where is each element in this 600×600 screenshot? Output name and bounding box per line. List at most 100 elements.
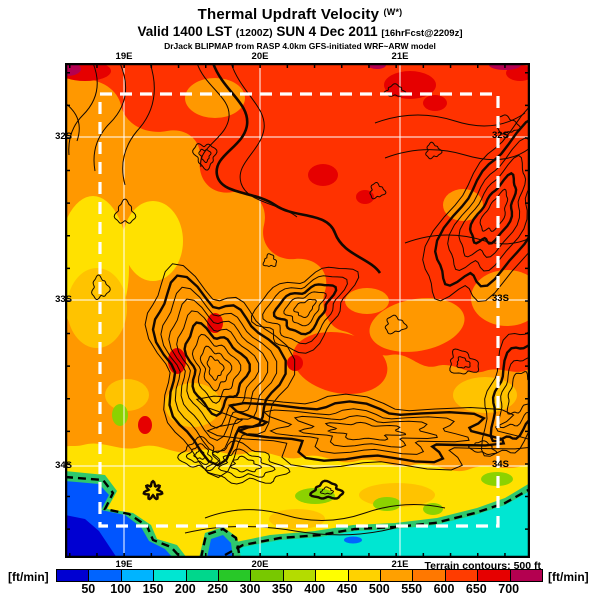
terrain-contour <box>456 356 471 369</box>
terrain-contour <box>206 355 225 381</box>
valid-zulu: (1200Z) <box>235 27 273 39</box>
colorbar-segment <box>57 570 89 581</box>
terrain-contour <box>479 188 509 232</box>
lon-label-top-19e: 19E <box>115 51 133 62</box>
terrain-contour <box>369 182 387 200</box>
terrain-contour <box>324 421 407 441</box>
valid-date: SUN 4 Dec 2011 <box>276 24 378 39</box>
units-label-left: [ft/min] <box>8 570 49 584</box>
terrain-contour <box>192 143 218 171</box>
terrain-contour <box>113 198 137 224</box>
lat-label-left-34s: 34S <box>55 460 72 471</box>
terrain-contour <box>309 479 345 500</box>
colorbar-segment <box>380 570 413 581</box>
map-border-ticks <box>65 63 530 558</box>
terrain-contour-note: Terrain contours: 500 ft <box>424 559 542 572</box>
colorbar-tick-label: 400 <box>304 582 326 596</box>
terrain-contour <box>293 298 317 319</box>
title-text: Thermal Updraft Velocity <box>197 6 380 23</box>
colorbar-segment <box>509 570 543 581</box>
terrain-contour <box>193 449 207 460</box>
colorbar-segment <box>444 570 478 581</box>
terrain-contour <box>185 443 213 466</box>
terrain-contour <box>168 298 269 441</box>
terrain-contour <box>191 333 242 404</box>
terrain-contour <box>283 291 327 327</box>
map-panel: 32S 33S 34S <box>65 63 530 558</box>
colorbar-tick-label: 350 <box>271 582 293 596</box>
lat-label-right-32s: 32S <box>492 130 509 141</box>
terrain-contour <box>262 275 348 345</box>
colorbar-tick-label: 250 <box>207 582 229 596</box>
colorbar-tick-label: 650 <box>465 582 487 596</box>
colorbar-segment <box>477 570 510 581</box>
lon-label-bottom-20e: 20E <box>251 559 269 570</box>
lon-label-top-21e: 21E <box>391 51 409 62</box>
terrain-contour <box>468 171 518 245</box>
terrain-contour <box>272 283 338 336</box>
terrain-contour <box>480 330 530 457</box>
terrain-contour <box>384 314 408 335</box>
terrain-contour <box>422 105 530 303</box>
colorbar-tick-label: 100 <box>110 582 132 596</box>
lat-label-left-33s: 33S <box>55 294 72 305</box>
terrain-contour <box>319 486 335 495</box>
colorbar-tick-label: 300 <box>239 582 261 596</box>
terrain-contour <box>183 321 251 418</box>
colorbar-segment <box>282 570 316 581</box>
terrain-contour <box>144 263 296 479</box>
lat-label-right-34s: 34S <box>492 459 509 470</box>
terrain-contour <box>458 154 527 258</box>
colorbar-segment <box>218 570 251 581</box>
terrain-contour <box>199 345 233 392</box>
terrain-contour <box>293 415 438 448</box>
terrain-contour <box>467 440 498 456</box>
velocity-fill-regions <box>65 63 530 558</box>
terrain-contour <box>262 253 277 268</box>
forecast-age: [16hrFcst@2209z] <box>381 28 463 39</box>
terrain-contour <box>195 393 530 471</box>
lon-label-bottom-21e: 21E <box>391 559 409 570</box>
colorbar-segment <box>120 570 154 581</box>
terrain-contour <box>263 408 470 455</box>
units-label-right: [ft/min] <box>548 570 589 584</box>
colorbar-tick-label: 150 <box>142 582 164 596</box>
coastline-dashed <box>65 475 530 558</box>
colorbar-tick-label: 50 <box>81 582 96 596</box>
terrain-contour <box>250 266 360 354</box>
terrain-contour <box>204 440 291 485</box>
terrain-contour <box>217 448 276 479</box>
terrain-contour <box>198 148 212 163</box>
lon-label-top-20e: 20E <box>251 51 269 62</box>
colorbar-segment <box>347 570 381 581</box>
colorbar-tick-label: 600 <box>433 582 455 596</box>
terrain-contour <box>449 348 480 375</box>
colorbar-tick-label: 700 <box>498 582 520 596</box>
terrain-contour <box>447 137 530 272</box>
page-title: Thermal Updraft Velocity (W*) <box>0 6 600 23</box>
title-units: (W*) <box>383 7 403 17</box>
terrain-contour <box>227 400 506 464</box>
colorbar-segment <box>185 570 219 581</box>
map-canvas <box>65 63 530 558</box>
colorbar-tick-label: 500 <box>368 582 390 596</box>
lat-label-right-33s: 33S <box>492 293 509 304</box>
terrain-contour <box>425 141 443 160</box>
lon-label-bottom-19e: 19E <box>115 559 133 570</box>
terrain-contour-lines-static <box>65 63 530 536</box>
terrain-contour <box>142 479 164 501</box>
terrain-contour <box>498 357 530 429</box>
colorbar-ticks: 50 100 150 200 250 300 350 400 450 500 550 600 650 70… <box>56 582 541 596</box>
colorbar-segment <box>315 570 348 581</box>
colorbar-tick-label: 550 <box>401 582 423 596</box>
model-attribution: DrJack BLIPMAP from RASP 4.0km GFS-initi… <box>164 41 436 51</box>
colorbar-tick-label: 200 <box>174 582 196 596</box>
terrain-contour <box>91 274 111 301</box>
inner-domain-box <box>98 92 500 528</box>
lat-label-left-32s: 32S <box>55 131 72 142</box>
valid-time-line: Valid 1400 LST (1200Z) SUN 4 Dec 2011 [1… <box>0 24 600 39</box>
terrain-contour <box>177 435 221 472</box>
colorbar-segment <box>412 570 445 581</box>
colorbar-segment <box>250 570 283 581</box>
